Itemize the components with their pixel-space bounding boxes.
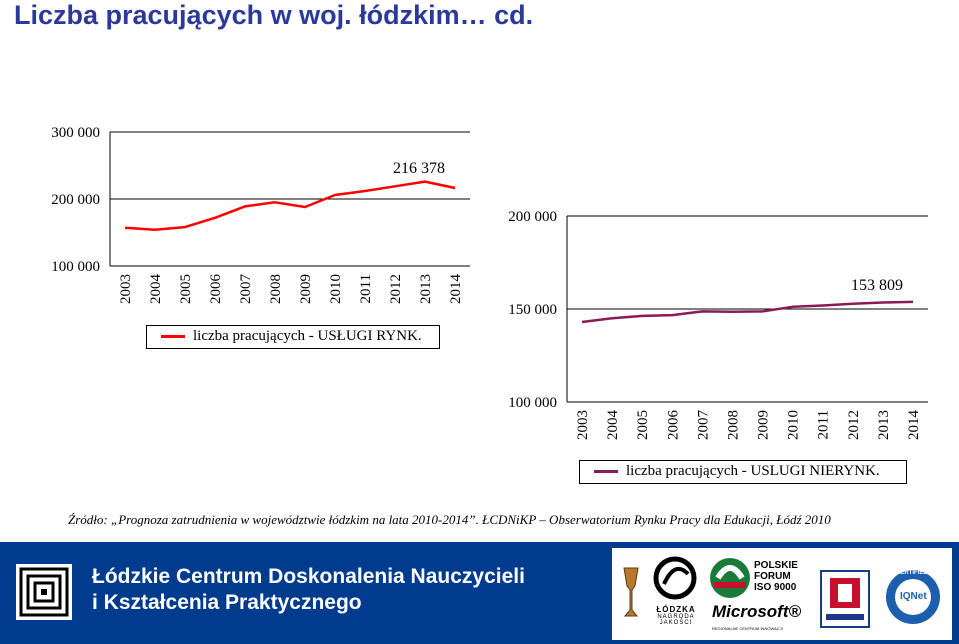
chart1-xtick-label: 2010 [328, 274, 344, 304]
microsoft-logo: Microsoft® [712, 602, 801, 622]
chart1-xtick-label: 2007 [238, 274, 254, 305]
chart1-labels: 216 378 [393, 160, 445, 177]
pfj-text: POLSKIE FORUM ISO 9000 [754, 560, 798, 593]
source-note: Źródło: „Prognoza zatrudnienia w wojewód… [68, 512, 831, 527]
chart2-xtick-label: 2012 [846, 410, 862, 440]
trophy-icon [623, 567, 639, 617]
chart2-labels: 153 809 [851, 277, 903, 294]
chart2-legend-swatch [594, 470, 618, 473]
chart1-series-line [124, 180, 456, 232]
iqnet-cert-label: CERTIFIED [896, 570, 928, 576]
chart2-series [581, 300, 914, 324]
chart1-legend-swatch [161, 335, 185, 338]
chart2-legend-label: liczba pracujących - USLUGI NIERYNK. [626, 463, 880, 479]
chart2-ytick-label: 200 000 [508, 209, 557, 225]
lnj-text-3: JAKOŚCI [659, 620, 693, 626]
chart2-ytick-label: 150 000 [508, 302, 557, 318]
chart2-xtick-label: 2006 [665, 410, 681, 441]
org-name-line1: Łódzkie Centrum Doskonalenia Nauczycieli [92, 565, 525, 588]
lnj-text-2: NAGRODA [657, 614, 695, 620]
chart2-xtick-label: 2011 [816, 410, 832, 439]
chart1-xtick-label: 2013 [418, 274, 434, 304]
chart1-xtick-label: 2012 [388, 274, 404, 304]
chart2-xtick-label: 2005 [635, 410, 651, 440]
chart2-xtick-label: 2007 [695, 410, 711, 441]
microsoft-sub: REGIONALNE CENTRUM INNOWACJI [712, 626, 783, 631]
chart2-xtick-label: 2009 [756, 410, 772, 440]
chart1-data-label: 216 378 [393, 160, 445, 177]
pcbc-cert-icon [820, 570, 870, 628]
lcdnikp-logo [16, 564, 72, 620]
chart1-ytick-label: 200 000 [51, 192, 100, 208]
chart2-legend: liczba pracujących - USLUGI NIERYNK. [579, 460, 907, 484]
chart1-yticks: 100 000 200 000 300 000 [51, 125, 100, 275]
chart2-xtick-label: 2008 [725, 410, 741, 440]
chart1-xtick-label: 2004 [148, 274, 164, 305]
chart1-xtick-label: 2006 [208, 274, 224, 305]
footer-banner: Łódzkie Centrum Doskonalenia Nauczycieli… [0, 542, 959, 644]
chart1-xtick-label: 2003 [118, 274, 134, 304]
chart2-xtick-label: 2003 [575, 410, 591, 440]
chart1-ytick-label: 300 000 [51, 125, 100, 141]
page-title: Liczba pracujących w woj. łódzkim… cd. [14, 0, 534, 30]
chart1-legend-label: liczba pracujących - USŁUGI RYNK. [193, 328, 422, 344]
chart1-xtick-label: 2008 [268, 274, 284, 304]
pfj-text-3: ISO 9000 [754, 582, 797, 593]
lnj-text-1: ŁÓDZKA [656, 605, 696, 614]
lnj-emblem-icon [653, 556, 697, 600]
chart1-xtick-label: 2009 [298, 274, 314, 304]
org-name: Łódzkie Centrum Doskonalenia Nauczycieli… [92, 564, 525, 616]
pfj-text-1: POLSKIE [754, 560, 798, 571]
chart2-yticks: 100 000 150 000 200 000 [508, 209, 557, 411]
partner-logos: ŁÓDZKA NAGRODA JAKOŚCI POLSKIE FORUM ISO… [612, 548, 952, 640]
microsoft-text: Microsoft® [712, 602, 802, 621]
lodzka-nagroda-logo: ŁÓDZKA NAGRODA JAKOŚCI [650, 554, 702, 638]
pfj-emblem-icon [710, 558, 750, 598]
chart1-xtick-label: 2014 [448, 274, 464, 305]
chart1-xticks: 2003 2004 2005 2006 2007 2008 2009 2010 2011 2012… [118, 274, 464, 305]
chart2-xtick-label: 2014 [906, 410, 922, 441]
chart2-xtick-label: 2013 [876, 410, 892, 440]
chart1-xtick-label: 2011 [358, 274, 374, 303]
chart2-grid [566, 215, 928, 403]
chart1-series [124, 180, 456, 232]
chart2-xtick-label: 2010 [786, 410, 802, 440]
pfj-text-2: FORUM [754, 571, 791, 582]
chart2-xtick-label: 2004 [605, 410, 621, 441]
chart1-ytick-label: 100 000 [51, 259, 100, 275]
iqnet-cert-icon [886, 570, 940, 624]
chart1-grid [109, 131, 470, 267]
chart2-ytick-label: 100 000 [508, 395, 557, 411]
chart2-series-line [581, 300, 914, 324]
chart2-xticks: 2003 2004 2005 2006 2007 2008 2009 2010 2011 2012… [575, 410, 922, 441]
chart1-legend: liczba pracujących - USŁUGI RYNK. [146, 325, 440, 349]
lcdnikp-logo-icon [19, 567, 69, 617]
iqnet-text: IQNet [900, 591, 927, 602]
org-name-line2: i Kształcenia Praktycznego [92, 591, 362, 614]
chart2-data-label: 153 809 [851, 277, 903, 294]
chart1-xtick-label: 2005 [178, 274, 194, 304]
